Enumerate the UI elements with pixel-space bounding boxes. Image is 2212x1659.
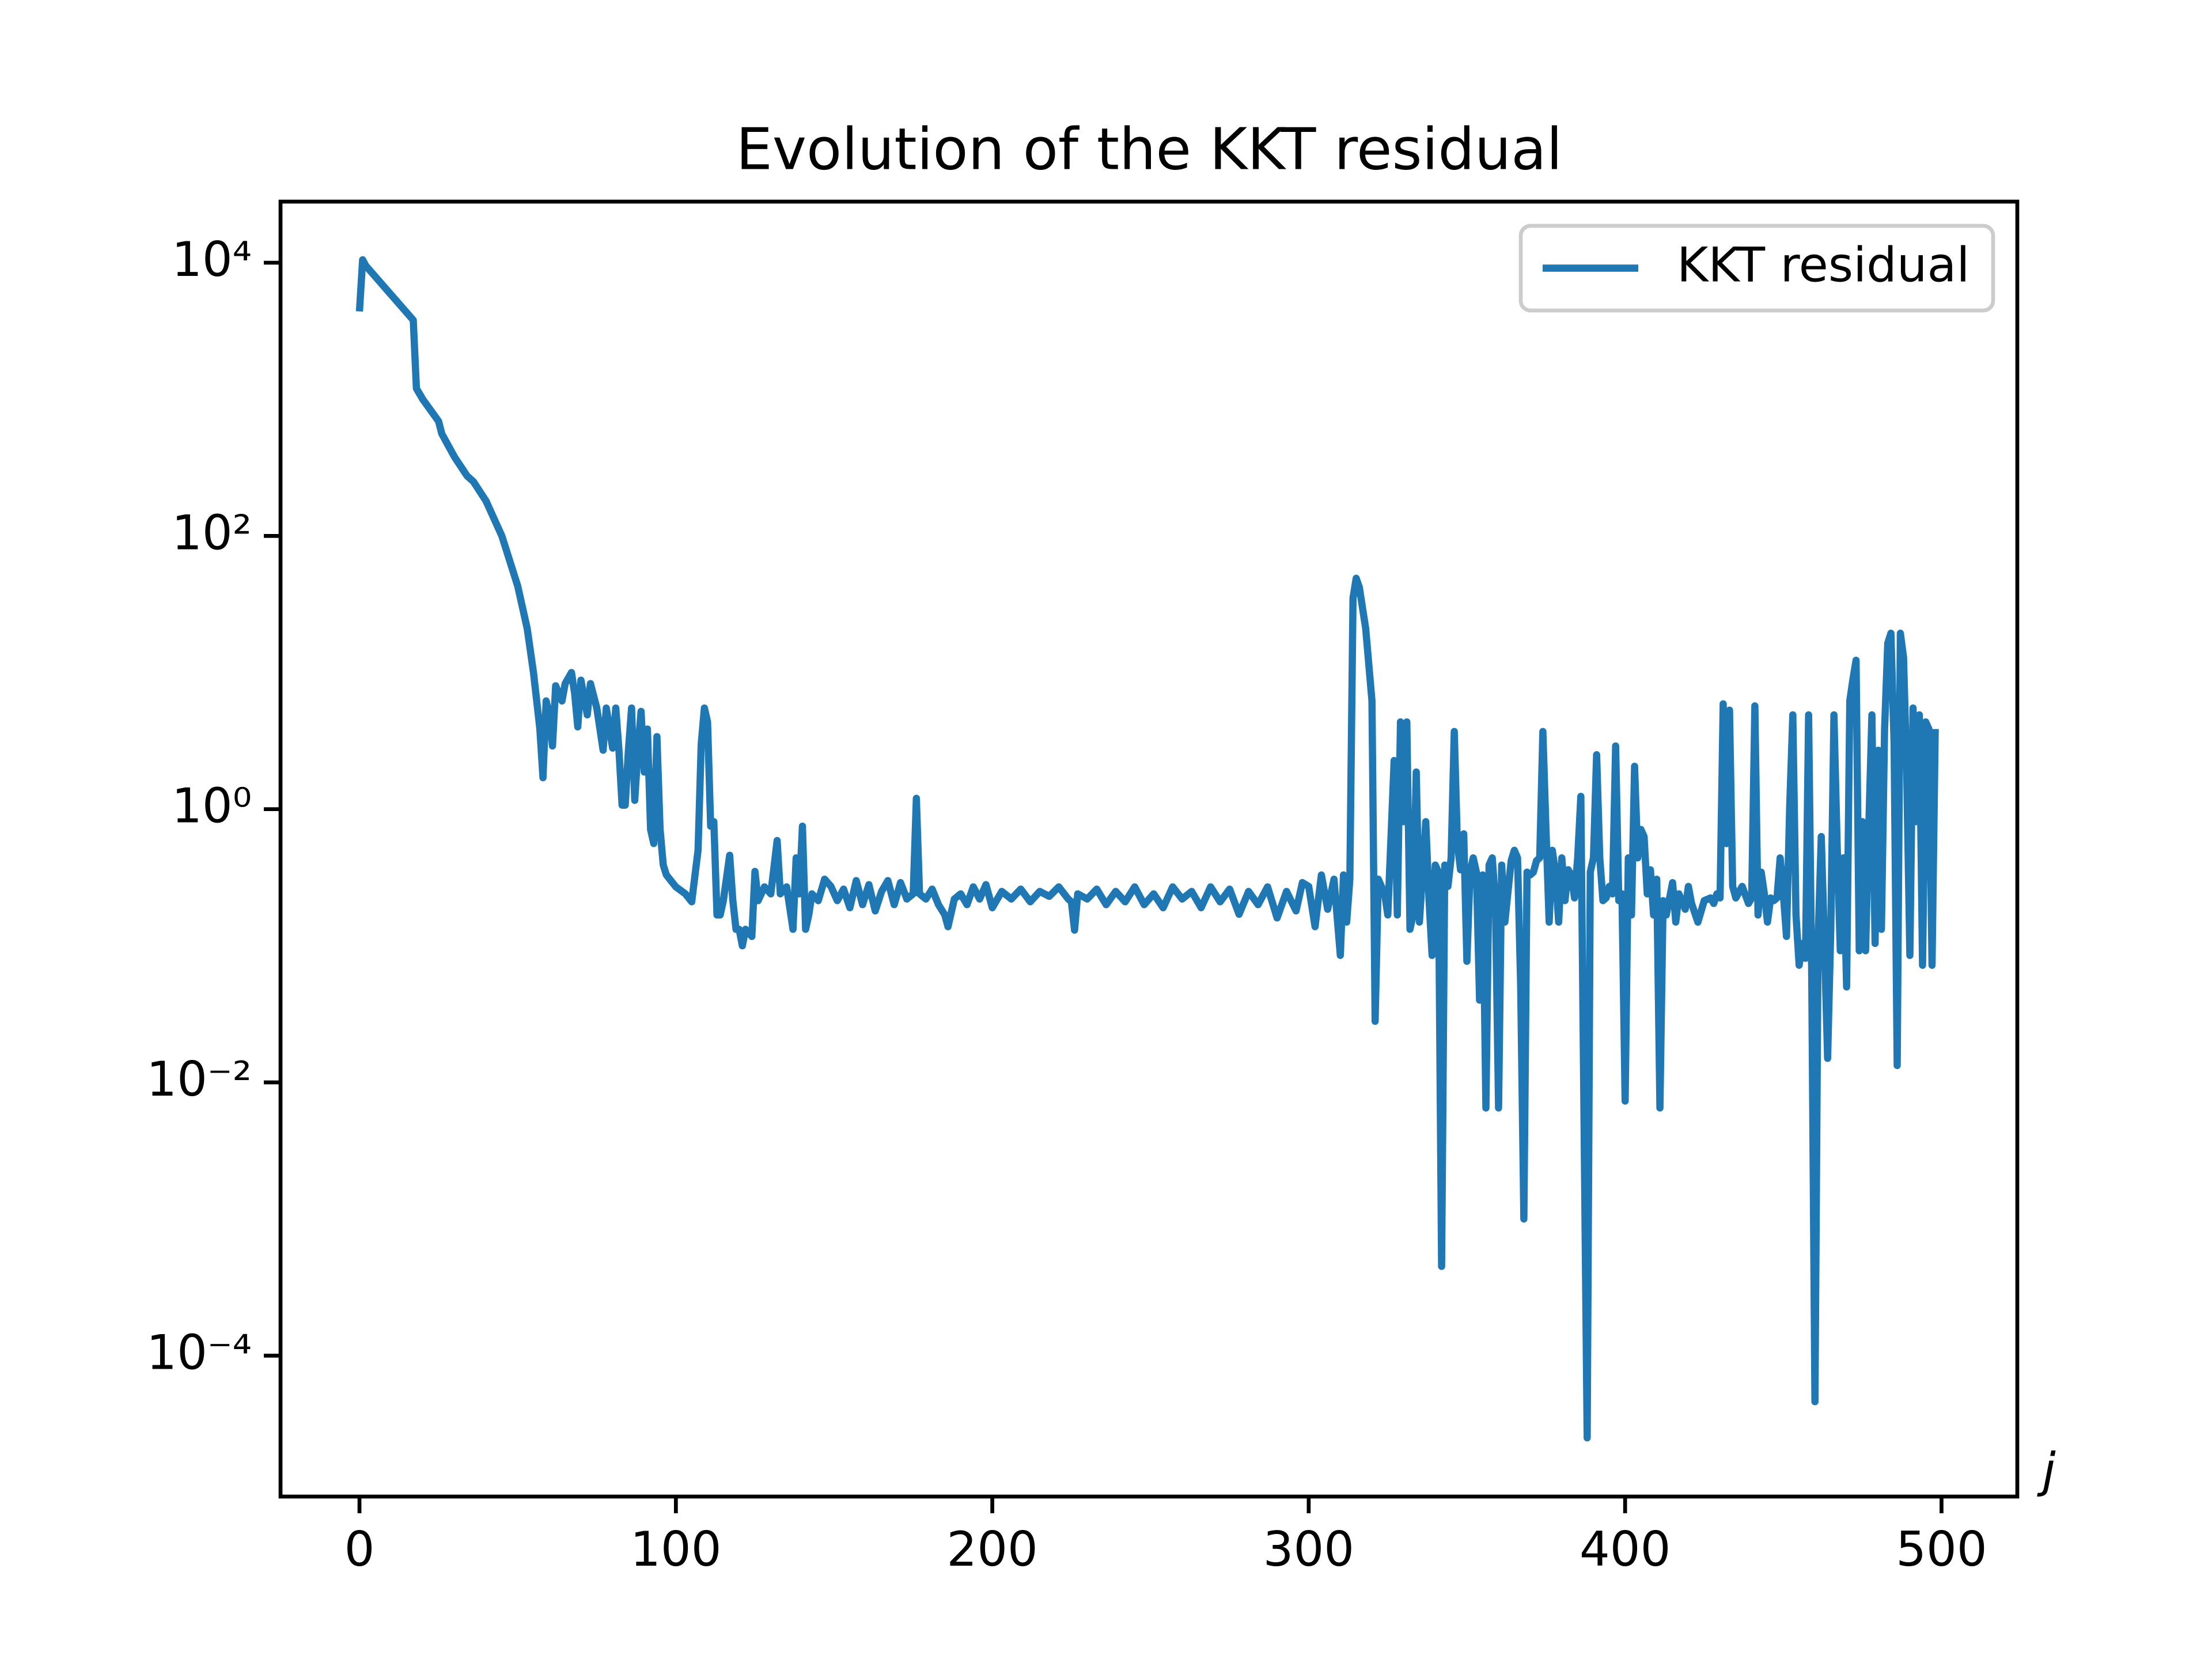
- y-tick-label: 10⁴: [172, 232, 252, 287]
- x-tick-label: 300: [1263, 1521, 1354, 1577]
- axes-frame: [278, 199, 2020, 1499]
- data-line: [355, 256, 1939, 1442]
- legend-box: [1518, 224, 1995, 313]
- x-tick-label: 100: [630, 1521, 721, 1577]
- x-tick-label: 200: [946, 1521, 1037, 1577]
- y-tick-label: 10⁻²: [146, 1051, 252, 1107]
- legend-label: KKT residual: [1677, 237, 1969, 293]
- x-tick-label: 0: [344, 1521, 375, 1577]
- y-tick-label: 10⁰: [172, 778, 252, 834]
- x-tick-label: 400: [1580, 1521, 1671, 1577]
- chart-title: Evolution of the KKT residual: [736, 115, 1563, 183]
- y-tick-label: 10²: [172, 505, 252, 560]
- x-tick-label: 500: [1896, 1521, 1987, 1577]
- y-tick-label: 10⁻⁴: [146, 1324, 252, 1380]
